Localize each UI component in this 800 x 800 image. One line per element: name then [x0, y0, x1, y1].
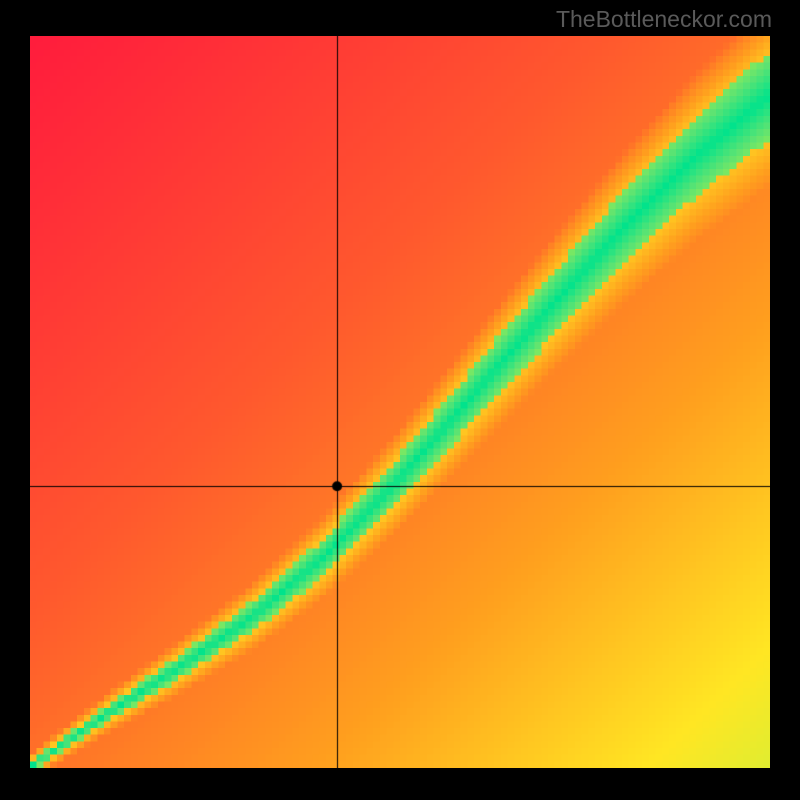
- attribution-text: TheBottleneckor.com: [556, 6, 772, 33]
- chart-container: TheBottleneckor.com: [0, 0, 800, 800]
- heatmap-plot: [30, 36, 770, 768]
